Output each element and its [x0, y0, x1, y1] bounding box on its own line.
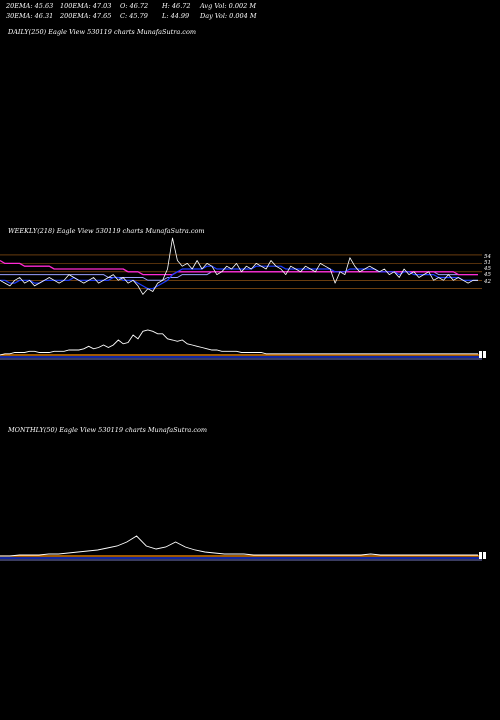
weekly-tick-label-3: 45 — [483, 272, 491, 278]
weekly-tick-label-4: 42 — [483, 279, 491, 285]
header-day-vol: Day Vol: 0.004 M — [200, 12, 257, 20]
daily-panel-title: DAILY(250) Eagle View 530119 charts Muna… — [8, 28, 197, 36]
weekly-price-line — [0, 237, 478, 295]
volume-line-weekly — [0, 329, 478, 356]
volume-marker-monthly-a — [479, 552, 482, 559]
header-ema100: 100EMA: 47.03 — [60, 2, 112, 10]
header-avg-vol: Avg Vol: 0.002 M — [200, 2, 257, 10]
header-high: H: 46.72 — [162, 2, 191, 10]
volume-marker-monthly-b — [483, 552, 486, 559]
weekly-tick-label-2: 45 — [483, 266, 491, 272]
header-ema20: 20EMA: 45.63 — [6, 2, 54, 10]
header-ema30: 30EMA: 46.31 — [6, 12, 54, 20]
header-close: C: 45.79 — [120, 12, 148, 20]
volume-marker-weekly-b — [483, 351, 486, 358]
weekly-ema-long-line — [0, 259, 478, 276]
header-ema200: 200EMA: 47.65 — [60, 12, 112, 20]
weekly-tick-label-0: 54 — [484, 254, 491, 260]
header-low: L: 44.99 — [162, 12, 190, 20]
volume-line-monthly — [0, 535, 478, 557]
header-open: O: 46.72 — [120, 2, 149, 10]
weekly-panel-title: WEEKLY(218) Eagle View 530119 charts Mun… — [8, 227, 205, 235]
volume-marker-weekly-a — [479, 351, 482, 358]
monthly-panel-title: MONTHLY(50) Eagle View 530119 charts Mun… — [8, 426, 208, 434]
weekly-ema-short-line — [0, 265, 478, 290]
weekly-tick-label-1: 51 — [484, 260, 491, 266]
